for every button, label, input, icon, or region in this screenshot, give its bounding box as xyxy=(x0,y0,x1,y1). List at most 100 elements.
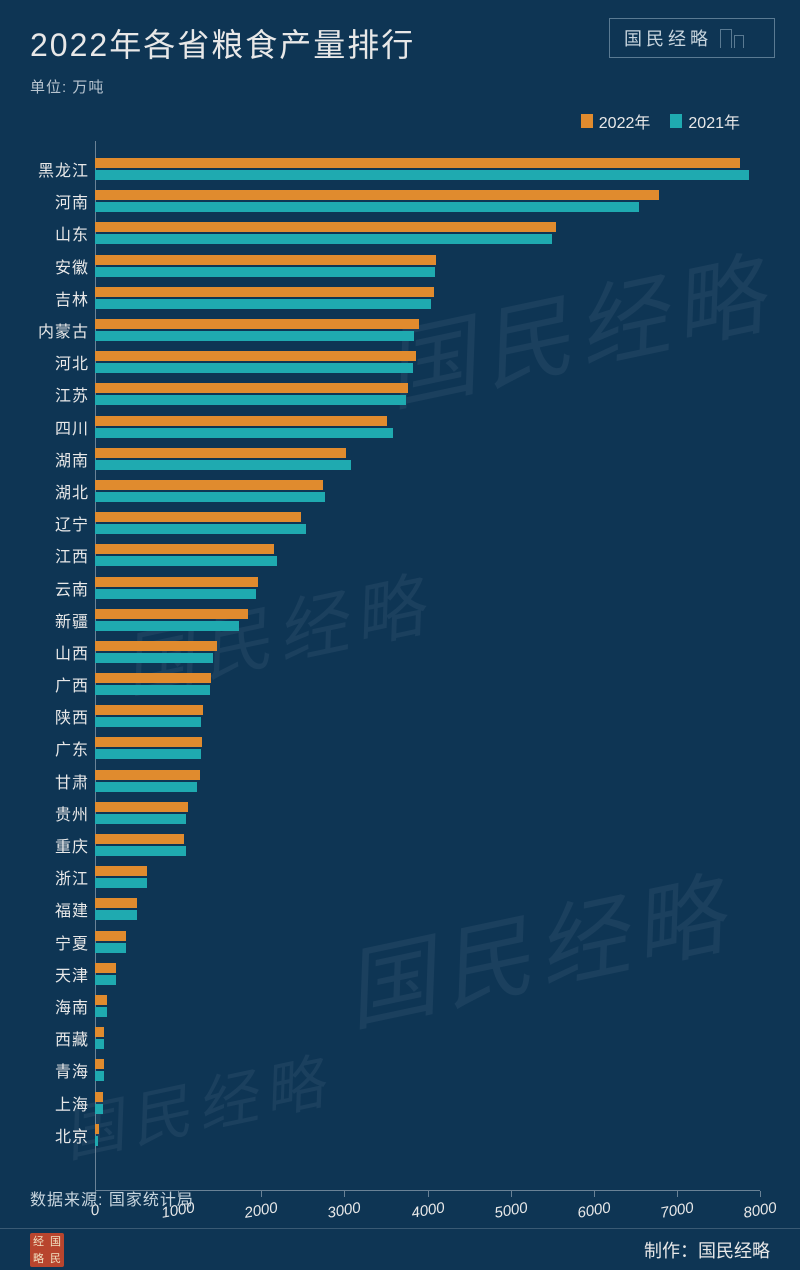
legend-swatch-2022 xyxy=(581,114,593,128)
bar-2021 xyxy=(95,202,639,212)
bar-2021 xyxy=(95,395,406,405)
bar-2021 xyxy=(95,589,256,599)
bar-2021 xyxy=(95,621,239,631)
bar-2021 xyxy=(95,717,201,727)
bar-2021 xyxy=(95,428,393,438)
bar-2021 xyxy=(95,267,435,277)
province-label: 陕西 xyxy=(15,704,89,728)
province-label: 福建 xyxy=(15,897,89,921)
chart-area: 黑龙江河南山东安徽吉林内蒙古河北江苏四川湖南湖北辽宁江西云南新疆山西广西陕西广东… xyxy=(0,141,800,1191)
bar-2021 xyxy=(95,460,351,470)
bar-2022 xyxy=(95,770,200,780)
bar-2021 xyxy=(95,492,325,502)
legend-2022: 2022年 xyxy=(581,109,651,133)
footer: 经国略民 制作：国民经略 xyxy=(0,1228,800,1270)
legend: 2022年 2021年 xyxy=(0,105,800,141)
bar-row: 湖南 xyxy=(95,443,760,475)
province-label: 云南 xyxy=(15,576,89,600)
bar-2022 xyxy=(95,255,436,265)
bar-2022 xyxy=(95,963,116,973)
brand-logo: 国民经略 xyxy=(609,18,775,58)
province-label: 海南 xyxy=(15,994,89,1018)
bar-row: 西藏 xyxy=(95,1022,760,1054)
bar-2022 xyxy=(95,1027,104,1037)
province-label: 北京 xyxy=(15,1123,89,1147)
bar-row: 广东 xyxy=(95,732,760,764)
bar-2021 xyxy=(95,524,306,534)
bar-2022 xyxy=(95,802,188,812)
brand-text: 国民经略 xyxy=(624,25,712,51)
bar-row: 贵州 xyxy=(95,797,760,829)
bar-row: 安徽 xyxy=(95,250,760,282)
bar-2022 xyxy=(95,480,323,490)
bar-2021 xyxy=(95,363,413,373)
bar-2022 xyxy=(95,416,387,426)
bar-row: 天津 xyxy=(95,958,760,990)
province-label: 河北 xyxy=(15,350,89,374)
province-label: 青海 xyxy=(15,1058,89,1082)
header: 2022年各省粮食产量排行 单位: 万吨 国民经略 xyxy=(0,0,800,105)
seal-icon: 经国略民 xyxy=(30,1233,64,1267)
province-label: 安徽 xyxy=(15,254,89,278)
bar-2022 xyxy=(95,190,659,200)
bar-2022 xyxy=(95,448,346,458)
bar-row: 重庆 xyxy=(95,829,760,861)
province-label: 贵州 xyxy=(15,801,89,825)
province-label: 吉林 xyxy=(15,286,89,310)
legend-swatch-2021 xyxy=(670,114,682,128)
bar-2022 xyxy=(95,383,408,393)
bar-row: 上海 xyxy=(95,1087,760,1119)
province-label: 河南 xyxy=(15,189,89,213)
province-label: 山东 xyxy=(15,221,89,245)
bar-2022 xyxy=(95,737,202,747)
legend-label-2022: 2022年 xyxy=(599,109,651,133)
province-label: 甘肃 xyxy=(15,769,89,793)
bar-row: 江苏 xyxy=(95,378,760,410)
bar-2021 xyxy=(95,1007,107,1017)
province-label: 湖南 xyxy=(15,447,89,471)
bar-row: 甘肃 xyxy=(95,765,760,797)
province-label: 辽宁 xyxy=(15,511,89,535)
x-tick-label: 3000 xyxy=(326,1199,362,1222)
x-tick-label: 8000 xyxy=(742,1199,778,1222)
x-tick-mark xyxy=(261,1191,262,1197)
legend-label-2021: 2021年 xyxy=(688,109,740,133)
bar-2021 xyxy=(95,685,210,695)
province-label: 四川 xyxy=(15,415,89,439)
bar-2022 xyxy=(95,705,203,715)
bar-row: 浙江 xyxy=(95,861,760,893)
province-label: 新疆 xyxy=(15,608,89,632)
province-label: 广东 xyxy=(15,736,89,760)
x-tick-mark xyxy=(511,1191,512,1197)
province-label: 重庆 xyxy=(15,833,89,857)
province-label: 湖北 xyxy=(15,479,89,503)
bar-2022 xyxy=(95,673,211,683)
bar-row: 河南 xyxy=(95,185,760,217)
bar-2022 xyxy=(95,287,434,297)
bar-2021 xyxy=(95,975,116,985)
province-label: 天津 xyxy=(15,962,89,986)
province-label: 浙江 xyxy=(15,865,89,889)
bar-2022 xyxy=(95,158,740,168)
bar-2022 xyxy=(95,544,274,554)
bar-row: 湖北 xyxy=(95,475,760,507)
province-label: 宁夏 xyxy=(15,930,89,954)
x-tick-mark xyxy=(760,1191,761,1197)
bar-2022 xyxy=(95,995,107,1005)
bar-row: 山东 xyxy=(95,217,760,249)
bar-2022 xyxy=(95,1059,104,1069)
x-tick-label: 2000 xyxy=(243,1199,279,1222)
bar-2021 xyxy=(95,943,126,953)
bar-2022 xyxy=(95,512,301,522)
x-tick-label: 5000 xyxy=(493,1199,529,1222)
bar-2022 xyxy=(95,319,419,329)
x-tick-mark xyxy=(594,1191,595,1197)
bar-row: 四川 xyxy=(95,411,760,443)
bar-2022 xyxy=(95,1092,103,1102)
bar-row: 北京 xyxy=(95,1119,760,1151)
bar-2022 xyxy=(95,609,248,619)
bar-2021 xyxy=(95,1104,103,1114)
bar-2022 xyxy=(95,641,217,651)
unit-label: 单位: 万吨 xyxy=(30,76,770,97)
bar-2021 xyxy=(95,1136,98,1146)
